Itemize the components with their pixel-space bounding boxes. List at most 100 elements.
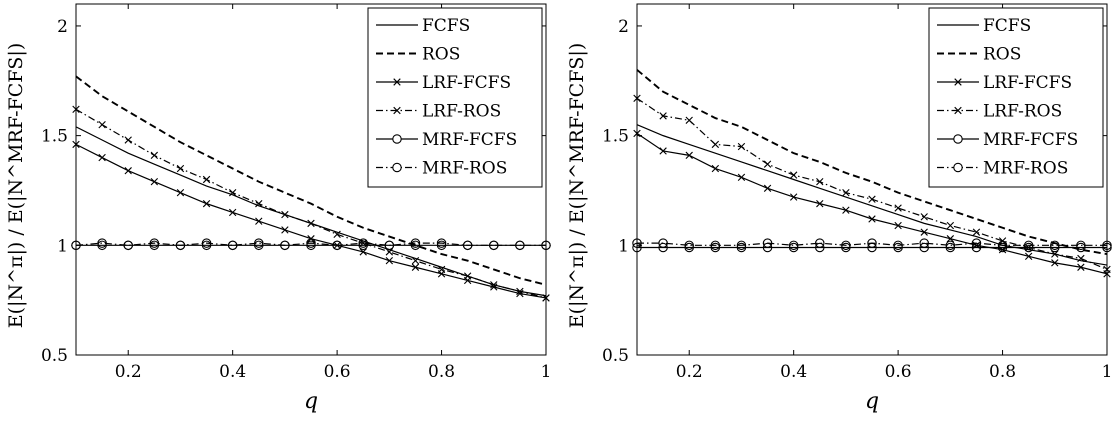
x-marker: [789, 193, 798, 201]
y-axis-label: E(|N^π|) / E(|N^MRF-FCFS|): [5, 43, 27, 328]
x-marker: [98, 120, 106, 129]
y-tick-label: 1.5: [602, 127, 629, 147]
x-marker: [281, 226, 289, 234]
circle-marker: [710, 240, 721, 251]
x-marker: [202, 199, 211, 208]
x-marker: [281, 210, 289, 219]
circle-marker: [815, 242, 825, 253]
x-marker: [411, 263, 420, 271]
circle-marker: [436, 238, 447, 248]
legend-x-marker: [954, 106, 962, 115]
circle-marker: [867, 238, 877, 248]
legend-label: FCFS: [983, 16, 1031, 36]
x-marker: [659, 147, 667, 155]
circle-marker: [788, 240, 799, 251]
x-marker: [894, 221, 902, 230]
circle-marker: [515, 240, 525, 251]
circle-marker: [201, 238, 212, 248]
x-marker: [202, 175, 211, 184]
series-ros: [636, 69, 1108, 256]
x-marker: [842, 206, 850, 214]
legend-x-marker: [393, 78, 401, 86]
legend-circle-marker: [953, 162, 963, 173]
y-tick-label: 1.5: [41, 127, 68, 147]
x-tick-label: 0.6: [885, 362, 912, 382]
circle-marker: [919, 242, 929, 253]
x-marker: [1051, 259, 1059, 267]
circle-marker: [736, 240, 747, 251]
circle-marker: [149, 238, 160, 248]
x-marker: [816, 199, 824, 208]
legend: FCFS ROS LRF-FCFS LRF-ROS MRF-FCFS MRF-ROS: [928, 7, 1104, 188]
y-tick-label: 2: [618, 17, 629, 37]
circle-marker: [489, 240, 499, 251]
legend-label: FCFS: [422, 16, 470, 36]
x-marker: [255, 199, 263, 208]
series-line: [75, 242, 546, 246]
circle-marker: [384, 240, 395, 251]
x-tick-label: 1: [541, 362, 552, 382]
y-tick-label: 0.5: [602, 346, 629, 366]
x-marker: [490, 283, 498, 291]
x-tick-label: 0.8: [428, 362, 455, 382]
legend-box: [928, 7, 1104, 188]
legend-box: [367, 7, 543, 188]
circle-marker: [841, 240, 851, 251]
x-marker: [685, 151, 693, 160]
x-marker: [868, 195, 876, 203]
legend-label: ROS: [983, 45, 1021, 65]
legend-x-marker: [393, 106, 401, 115]
legend-label: MRF-ROS: [983, 159, 1068, 179]
circle-marker: [658, 238, 668, 248]
series-line: [636, 69, 1108, 256]
x-marker: [842, 188, 850, 197]
legend-label: LRF-FCFS: [422, 73, 511, 93]
axes-frame: [75, 3, 547, 356]
circle-marker: [1050, 240, 1060, 251]
x-tick-label: 0.4: [219, 362, 246, 382]
x-marker: [385, 248, 394, 256]
y-axis-label: E(|N^π|) / E(|N^MRF-FCFS|): [566, 43, 588, 328]
circle-marker: [280, 240, 290, 251]
x-marker: [868, 215, 876, 223]
x-marker: [737, 173, 746, 181]
x-marker: [972, 228, 981, 236]
series-mrf-fcfs: [71, 240, 551, 251]
x-marker: [385, 256, 394, 265]
x-tick-label: 0.2: [115, 362, 142, 382]
x-marker: [124, 136, 132, 144]
circle-marker: [684, 240, 694, 251]
x-marker: [920, 228, 928, 236]
legend-label: LRF-ROS: [422, 102, 501, 122]
x-marker: [255, 217, 263, 225]
circle-marker: [945, 240, 956, 251]
left-chart-panel: 0.2 0.4 0.6 0.8 1 0.5 1 1.5 2 q E(|N^π|) / E(|N^MR…: [5, 3, 552, 414]
x-marker: [763, 160, 772, 168]
x-axis-label: q: [865, 389, 879, 414]
circle-marker: [123, 240, 133, 251]
legend-label: MRF-FCFS: [983, 130, 1078, 150]
legend-x-marker: [954, 78, 962, 86]
circle-marker: [762, 238, 773, 248]
x-marker: [359, 248, 367, 256]
x-marker: [228, 188, 237, 197]
x-marker: [816, 178, 824, 186]
series-lrf-ros: [72, 105, 550, 302]
x-marker: [1077, 254, 1085, 263]
x-marker: [946, 235, 955, 243]
legend-circle-marker: [953, 134, 963, 144]
right-chart-panel: 0.2 0.4 0.6 0.8 1 0.5 1 1.5 2 q E(|N^π|) / E(|N^MR…: [566, 3, 1112, 414]
x-marker: [685, 116, 693, 124]
x-marker: [516, 287, 524, 296]
x-marker: [437, 265, 446, 274]
circle-marker: [462, 240, 473, 251]
legend-label: LRF-FCFS: [983, 73, 1072, 93]
legend-circle-marker: [392, 134, 402, 144]
x-marker: [333, 230, 341, 239]
x-marker: [946, 221, 955, 230]
x-marker: [894, 204, 902, 212]
x-marker: [711, 164, 720, 173]
legend-label: ROS: [422, 45, 460, 65]
circle-marker: [410, 238, 421, 248]
x-marker: [737, 142, 746, 151]
